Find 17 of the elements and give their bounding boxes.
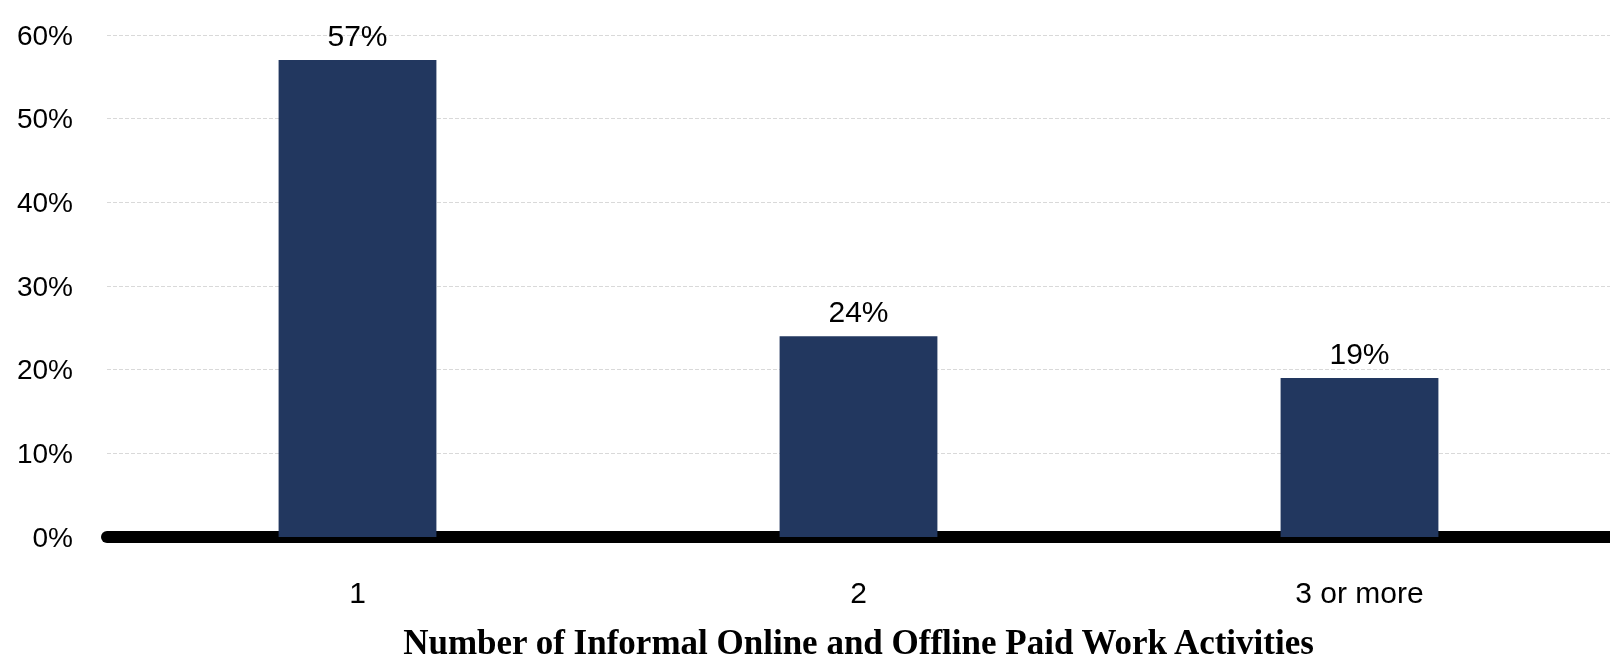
data-label: 57% (327, 18, 388, 52)
y-tick-label: 20% (16, 354, 73, 386)
y-tick-label: 50% (16, 103, 73, 135)
x-tick-label: 3 or more (1295, 575, 1424, 609)
x-tick-label: 1 (349, 575, 366, 609)
y-tick-label: 0% (32, 521, 73, 553)
data-label: 24% (828, 294, 889, 328)
y-tick-label: 10% (16, 437, 73, 469)
bar (278, 60, 437, 537)
x-tick-label: 2 (850, 575, 867, 609)
y-tick-label: 40% (16, 186, 73, 218)
bar (1280, 378, 1439, 537)
y-tick-label: 30% (16, 270, 73, 302)
data-label: 19% (1329, 336, 1390, 370)
bar (779, 336, 938, 537)
y-tick-label: 60% (16, 19, 73, 51)
x-axis-title: Number of Informal Online and Offline Paid Work Activities (403, 623, 1314, 662)
